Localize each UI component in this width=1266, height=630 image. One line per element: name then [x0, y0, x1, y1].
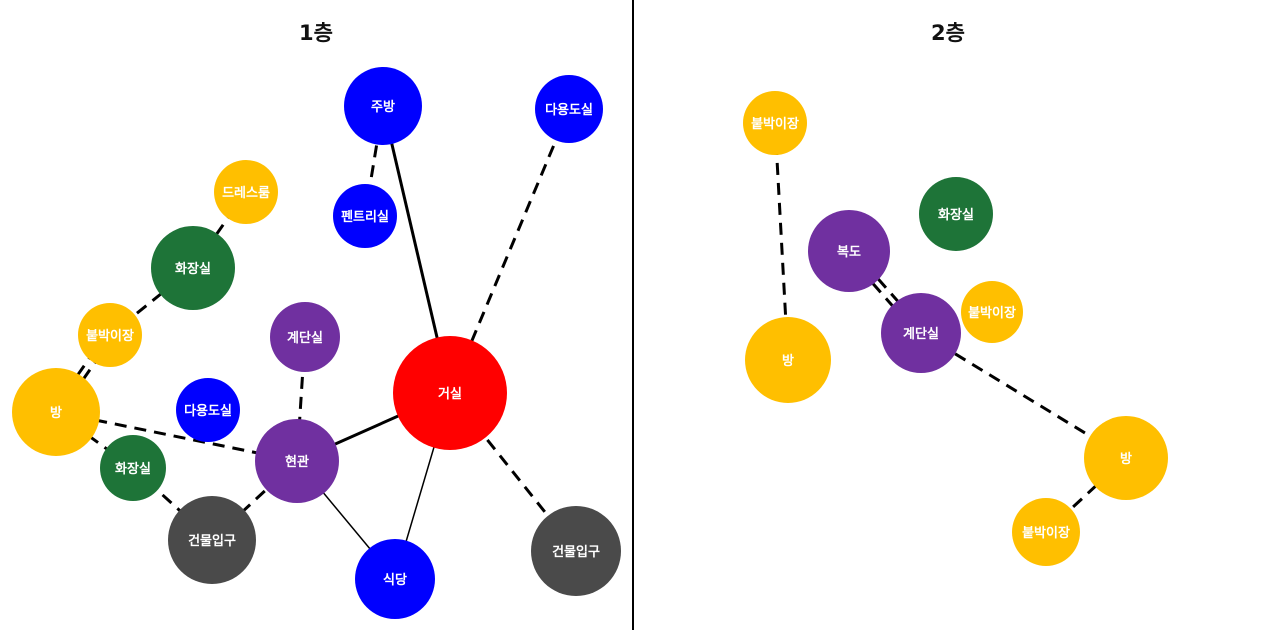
node-circle [1084, 416, 1168, 500]
edge-multi1-living [448, 108, 571, 394]
node-label: 현관 [285, 454, 309, 470]
node-label: 방 [782, 353, 794, 369]
node-kitchen: 주방 [344, 67, 422, 145]
node-circle [745, 317, 831, 403]
node-label: 건물입구 [552, 544, 600, 560]
node-closet1: 붙박이장 [78, 303, 142, 367]
floor-1-title: 1층 [299, 21, 333, 45]
node-circle [743, 91, 807, 155]
node-closet2c: 붙박이장 [1012, 498, 1080, 566]
node-dining: 식당 [355, 539, 435, 619]
node-circle [961, 281, 1023, 343]
node-circle [1012, 498, 1080, 566]
node-room1: 방 [12, 368, 100, 456]
node-circle [78, 303, 142, 367]
node-label: 붙박이장 [1022, 525, 1070, 541]
node-circle [355, 539, 435, 619]
node-bldg1: 건물입구 [168, 496, 256, 584]
node-label: 복도 [837, 245, 861, 260]
node-bath2: 화장실 [100, 435, 166, 501]
node-label: 주방 [371, 99, 395, 115]
node-circle [919, 177, 993, 251]
node-hall: 복도 [808, 210, 890, 292]
node-circle [535, 75, 603, 143]
edge-room1-bath2 [55, 410, 134, 470]
node-circle [393, 336, 507, 450]
node-stair1: 계단실 [270, 302, 340, 372]
edge-dress-bath1 [191, 191, 248, 269]
node-circle [176, 378, 240, 442]
node-label: 드레스룸 [222, 185, 270, 201]
node-circle [333, 184, 397, 248]
node-circle [151, 226, 235, 310]
node-label: 펜트리실 [341, 209, 389, 225]
node-pantry: 펜트리실 [333, 184, 397, 248]
node-circle [12, 368, 100, 456]
edge-closet1-room1-a [51, 332, 109, 411]
node-bath1: 화장실 [151, 226, 235, 310]
node-bldg2: 건물입구 [531, 506, 621, 596]
node-label: 계단실 [903, 326, 939, 342]
node-label: 화장실 [938, 207, 974, 223]
node-closet2b: 붙박이장 [961, 281, 1023, 343]
node-circle [270, 302, 340, 372]
node-circle [255, 419, 339, 503]
node-circle [344, 67, 422, 145]
node-label: 방 [50, 405, 62, 421]
node-label: 붙박이장 [968, 305, 1016, 321]
node-circle [100, 435, 166, 501]
node-label: 거실 [438, 386, 462, 402]
node-label: 방 [1120, 451, 1132, 467]
node-label: 화장실 [115, 461, 151, 477]
node-label: 화장실 [175, 261, 211, 277]
node-room2b: 방 [1084, 416, 1168, 500]
node-dress: 드레스룸 [214, 160, 278, 224]
node-label: 다용도실 [545, 102, 593, 118]
node-multi2: 다용도실 [176, 378, 240, 442]
node-bath3: 화장실 [919, 177, 993, 251]
edge-closet1-room1-b [57, 336, 115, 415]
node-circle [214, 160, 278, 224]
node-stair2: 계단실 [881, 293, 961, 373]
node-label: 다용도실 [184, 403, 232, 419]
node-closet2a: 붙박이장 [743, 91, 807, 155]
node-living: 거실 [393, 336, 507, 450]
node-label: 붙박이장 [751, 116, 799, 132]
floor-2-title: 2층 [931, 21, 965, 45]
node-circle [168, 496, 256, 584]
node-circle [808, 210, 890, 292]
node-label: 붙박이장 [86, 328, 134, 344]
node-circle [881, 293, 961, 373]
node-label: 계단실 [287, 330, 323, 346]
node-label: 식당 [383, 572, 407, 588]
node-circle [531, 506, 621, 596]
node-room2a: 방 [745, 317, 831, 403]
node-label: 건물입구 [188, 533, 236, 549]
node-entry: 현관 [255, 419, 339, 503]
node-multi1: 다용도실 [535, 75, 603, 143]
